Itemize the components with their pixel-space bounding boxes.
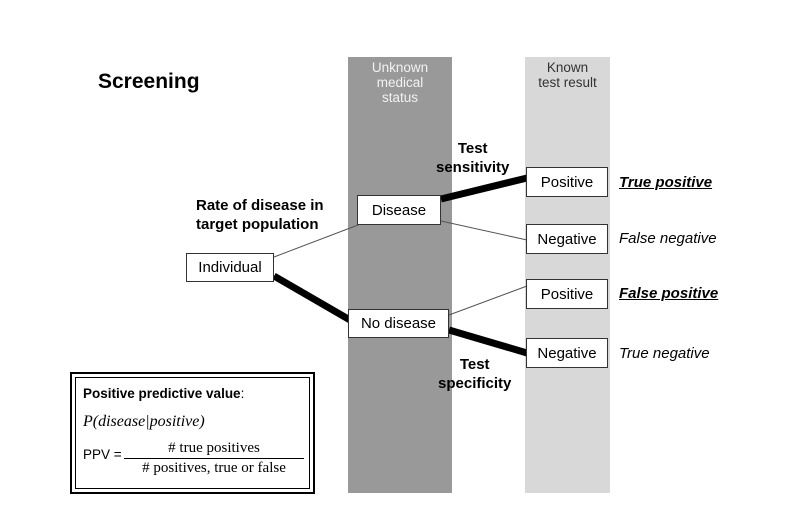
ppv-denominator: # positives, true or false [142,460,286,476]
ppv-title-text: Positive predictive value [83,386,241,401]
true-negative-label: True negative [619,345,710,362]
page-title: Screening [98,70,200,93]
ppv-fraction: # true positives # positives, true or fa… [124,440,304,477]
positive-node-no-disease: Positive [526,279,608,309]
false-negative-label: False negative [619,230,717,247]
ppv-probability-text: P(disease|positive) [83,413,205,430]
individual-node: Individual [186,253,274,282]
rate-of-disease-label: Rate of disease in target population [196,197,324,233]
ppv-title-colon: : [240,386,245,401]
ppv-box: Positive predictive value: P(disease|pos… [70,372,315,494]
no-disease-node: No disease [348,309,449,338]
branch-individual-disease [273,224,359,258]
medical-status-header: Unknown medical status [371,60,429,105]
negative-node-no-disease: Negative [526,338,608,368]
negative-node-disease: Negative [526,224,608,254]
medical-status-column: Unknown medical status [348,57,452,493]
branch-disease-negative [440,220,528,241]
false-positive-label: False positive [619,285,719,302]
test-result-column: Known test result [525,57,610,493]
branch-no-disease-positive [448,285,528,316]
ppv-title: Positive predictive value: [83,386,244,401]
test-result-header: Known test result [538,60,597,90]
branch-disease-positive [440,174,528,203]
ppv-numerator: # true positives [124,440,304,459]
ppv-probability: P(disease|positive) [83,413,205,431]
ppv-equation-lhs: PPV = [83,447,122,462]
test-sensitivity-label: Test sensitivity [436,140,510,176]
ppv-inner-border: Positive predictive value: P(disease|pos… [75,377,310,489]
branch-no-disease-negative [448,326,528,357]
positive-node-disease: Positive [526,167,608,197]
branch-individual-no-disease [272,272,352,324]
test-specificity-label: Test specificity [438,356,512,392]
true-positive-label: True positive [619,174,713,191]
disease-node: Disease [357,195,441,225]
